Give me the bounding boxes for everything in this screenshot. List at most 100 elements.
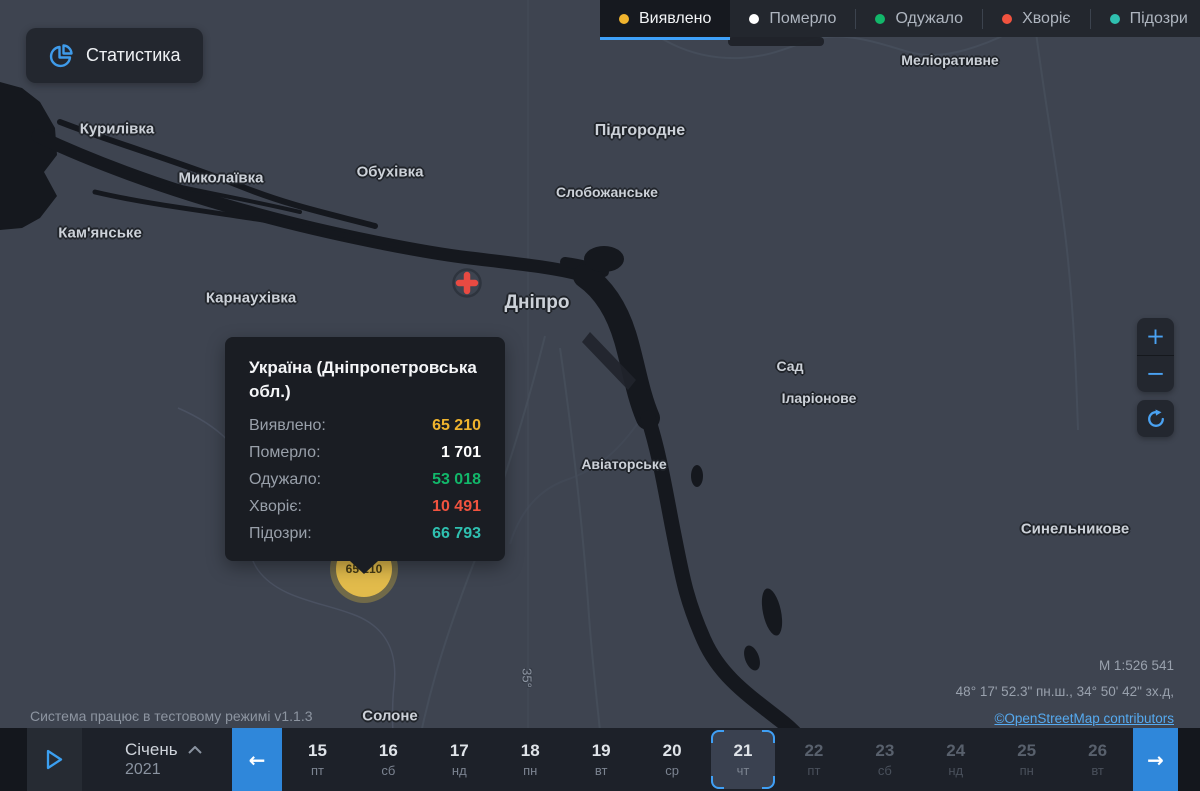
date-number: 20 [662, 741, 682, 760]
legend-item-sick[interactable]: Хворіє [983, 0, 1090, 37]
tooltip-row-value: 1 701 [440, 443, 481, 461]
date-weekday: сб [381, 763, 396, 778]
legend-item-recovered[interactable]: Одужало [856, 0, 982, 37]
month-selector[interactable]: Січень 2021 [82, 728, 232, 791]
date-cell-18[interactable]: 18 пн [495, 728, 566, 791]
date-cell-23[interactable]: 23 сб [849, 728, 920, 791]
zoom-out-button[interactable]: − [1137, 355, 1174, 392]
map-tooltip: Україна (Дніпропетровська обл.) Виявлено… [225, 337, 505, 574]
legend-item-died[interactable]: Померло [730, 0, 855, 37]
date-weekday: пн [1019, 763, 1034, 778]
map-label: Синельникове [1020, 520, 1130, 538]
legend-item-suspects[interactable]: Підозри [1091, 0, 1200, 37]
coordinates-text: 48° 17' 52.3" пн.ш., 34° 50' 42" зх.д, [955, 684, 1174, 700]
legend-item-label: Хворіє [1022, 9, 1071, 27]
date-number: 22 [804, 741, 824, 760]
map-info: М 1:526 541 48° 17' 52.3" пн.ш., 34° 50'… [956, 653, 1174, 732]
zoom-in-button[interactable]: + [1137, 318, 1174, 355]
date-weekday: вт [594, 763, 608, 778]
date-number: 19 [591, 741, 611, 760]
date-weekday: нд [451, 763, 467, 778]
legend-divider [1089, 8, 1091, 29]
system-status-text: Система працює в тестовому режимі v1.1.3 [30, 708, 313, 724]
tooltip-row: Одужало: 53 018 [249, 466, 481, 493]
map-label: Миколаївка [178, 169, 264, 187]
date-weekday: пт [807, 763, 821, 778]
tooltip-row-label: Хворіє: [249, 497, 302, 515]
sick-dot-icon [1002, 13, 1013, 24]
statistics-button[interactable]: Статистика [26, 28, 203, 83]
legend-divider [982, 8, 984, 29]
tooltip-row-value: 65 210 [432, 416, 481, 434]
date-cell-15[interactable]: 15 пт [282, 728, 353, 791]
date-cell-26[interactable]: 26 вт [1062, 728, 1133, 791]
selection-corner [762, 730, 776, 743]
selection-corner [710, 730, 724, 743]
map-label: Меліоративне [901, 52, 999, 68]
map-label: Підгородне [594, 122, 686, 139]
legend-item-label: Померло [769, 9, 837, 27]
tooltip-row-value: 66 793 [432, 524, 481, 542]
tooltip-row: Померло: 1 701 [249, 439, 481, 466]
legend-item-label: Одужало [895, 9, 964, 27]
pie-chart-icon [49, 43, 73, 67]
date-number: 25 [1017, 741, 1037, 760]
tooltip-row-value: 53 018 [432, 470, 481, 488]
tooltip-pointer [350, 560, 378, 574]
died-dot-icon [749, 13, 760, 24]
date-cell-21[interactable]: 21 чт [708, 728, 779, 791]
selection-corner [762, 776, 776, 789]
map-label: Сад [776, 358, 804, 374]
arrow-left-icon: ← [248, 747, 266, 772]
statistics-button-label: Статистика [86, 45, 181, 65]
year-label: 2021 [125, 761, 161, 778]
hospital-icon [452, 268, 482, 298]
recovered-dot-icon [875, 13, 886, 24]
tooltip-row-label: Померло: [249, 443, 321, 461]
chevron-up-icon [187, 746, 202, 754]
date-cell-16[interactable]: 16 сб [353, 728, 424, 791]
legend-item-label: Підозри [1129, 9, 1188, 27]
legend-divider [855, 8, 857, 29]
prev-dates-button[interactable]: ← [232, 728, 282, 791]
meridian-label: 35° [519, 668, 535, 688]
map-label: Авіаторське [581, 456, 667, 472]
date-cell-20[interactable]: 20 ср [637, 728, 708, 791]
map-label: Слобожанське [556, 184, 658, 200]
selection-corner [710, 776, 724, 789]
play-button[interactable] [27, 728, 82, 791]
map-label: Солоне [362, 707, 418, 725]
date-number: 21 [733, 741, 753, 760]
tooltip-row-label: Підозри: [249, 524, 312, 542]
legend-item-detected[interactable]: Виявлено [600, 0, 731, 40]
tooltip-row: Підозри: 66 793 [249, 520, 481, 547]
date-number: 23 [875, 741, 895, 760]
map-label: Карнаухівка [205, 289, 297, 307]
suspects-dot-icon [1109, 13, 1120, 24]
timeline-bar: Січень 2021 ← 15 пт 16 сб 17 нд 18 пн 19 вт 20 ср 21… [0, 728, 1200, 791]
tooltip-row-label: Виявлено: [249, 416, 326, 434]
date-number: 17 [449, 741, 469, 760]
clipped-map-label [728, 37, 824, 46]
scale-text: М 1:526 541 [1098, 658, 1174, 673]
date-weekday: пн [523, 763, 538, 778]
date-cell-24[interactable]: 24 нд [920, 728, 991, 791]
tooltip-row-label: Одужало: [249, 470, 322, 488]
date-number: 26 [1088, 741, 1108, 760]
next-dates-button[interactable]: → [1133, 728, 1178, 791]
map-label: Кам'янське [58, 224, 142, 242]
date-number: 16 [378, 741, 398, 760]
tooltip-row: Виявлено: 65 210 [249, 412, 481, 439]
refresh-button[interactable] [1137, 400, 1174, 437]
tooltip-title: Україна (Дніпропетровська обл.) [249, 358, 477, 401]
date-number: 15 [308, 741, 327, 760]
date-cell-17[interactable]: 17 нд [424, 728, 495, 791]
date-cell-19[interactable]: 19 вт [566, 728, 637, 791]
date-number: 18 [520, 741, 540, 760]
date-cell-25[interactable]: 25 пн [991, 728, 1062, 791]
attribution-link[interactable]: ©OpenStreetMap contributors [994, 710, 1174, 726]
map-label: Дніпро [504, 292, 570, 313]
date-cell-22[interactable]: 22 пт [778, 728, 849, 791]
refresh-icon [1147, 409, 1164, 427]
